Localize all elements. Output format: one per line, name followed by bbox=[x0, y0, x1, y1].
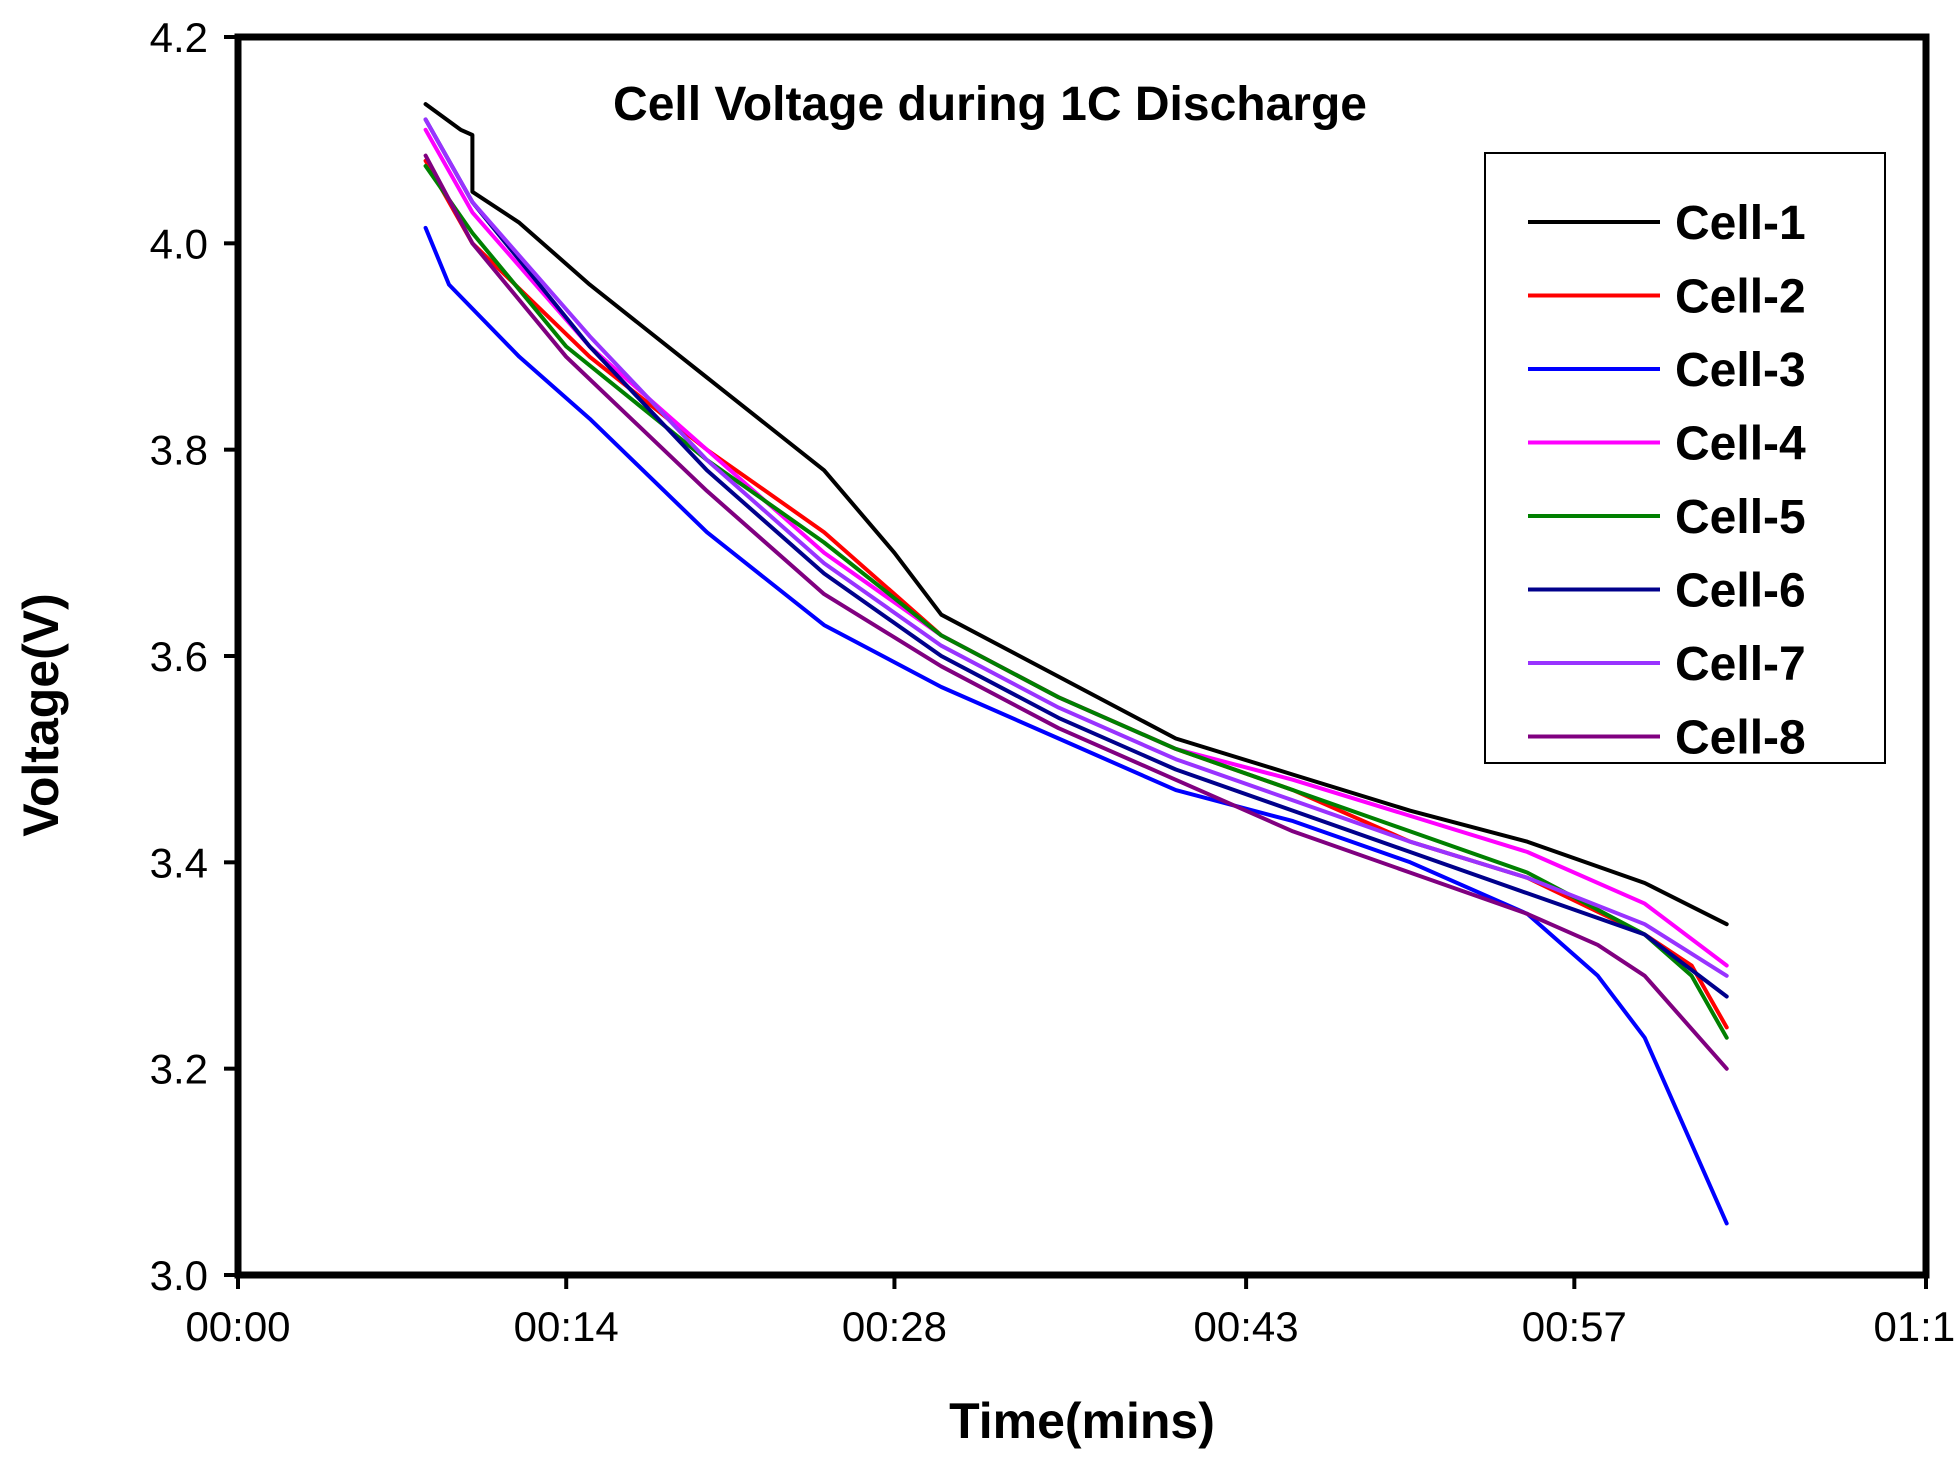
legend-label-5: Cell-5 bbox=[1675, 491, 1806, 544]
x-tick-label: 00:28 bbox=[842, 1303, 947, 1350]
legend-label-1: Cell-1 bbox=[1675, 197, 1806, 250]
chart-title: Cell Voltage during 1C Discharge bbox=[613, 78, 1367, 131]
x-tick-label: 00:14 bbox=[514, 1303, 619, 1350]
y-axis-title: Voltage(V) bbox=[13, 593, 69, 837]
y-tick-label: 3.0 bbox=[150, 1252, 208, 1299]
series-line-3 bbox=[423, 225, 1729, 1226]
legend-label-3: Cell-3 bbox=[1675, 344, 1806, 397]
legend-label-6: Cell-6 bbox=[1675, 565, 1806, 618]
series-line-6 bbox=[423, 117, 1729, 999]
legend-entries: Cell-1 Cell-2 Cell-3 Cell-4 Cell-5 Cell-6 Cell… bbox=[1528, 197, 1806, 765]
x-tick-label: 01:12 bbox=[1873, 1303, 1955, 1350]
series-line-1 bbox=[423, 102, 1729, 927]
series-line-7 bbox=[423, 117, 1729, 978]
legend-label-8: Cell-8 bbox=[1675, 712, 1806, 765]
legend-label-4: Cell-4 bbox=[1675, 418, 1806, 471]
x-axis-title: Time(mins) bbox=[949, 1393, 1215, 1449]
y-tick-label: 3.4 bbox=[150, 839, 208, 886]
x-tick-label: 00:57 bbox=[1522, 1303, 1627, 1350]
series-line-8 bbox=[423, 153, 1729, 1071]
series-line-5 bbox=[423, 164, 1729, 1040]
y-tick-label: 4.0 bbox=[150, 220, 208, 267]
x-tick-label: 00:00 bbox=[185, 1303, 290, 1350]
y-tick-label: 3.8 bbox=[150, 427, 208, 474]
y-tick-label: 3.2 bbox=[150, 1046, 208, 1093]
legend-label-2: Cell-2 bbox=[1675, 271, 1806, 324]
y-tick-label: 4.2 bbox=[150, 14, 208, 61]
y-tick-label: 3.6 bbox=[150, 633, 208, 680]
legend-label-7: Cell-7 bbox=[1675, 638, 1806, 691]
series-lines bbox=[423, 102, 1729, 1226]
axis-ticks: 00:00 00:14 00:28 00:43 00:57 01:12 3.0 3.2 3.4 3… bbox=[150, 14, 1955, 1350]
x-tick-label: 00:43 bbox=[1194, 1303, 1299, 1350]
